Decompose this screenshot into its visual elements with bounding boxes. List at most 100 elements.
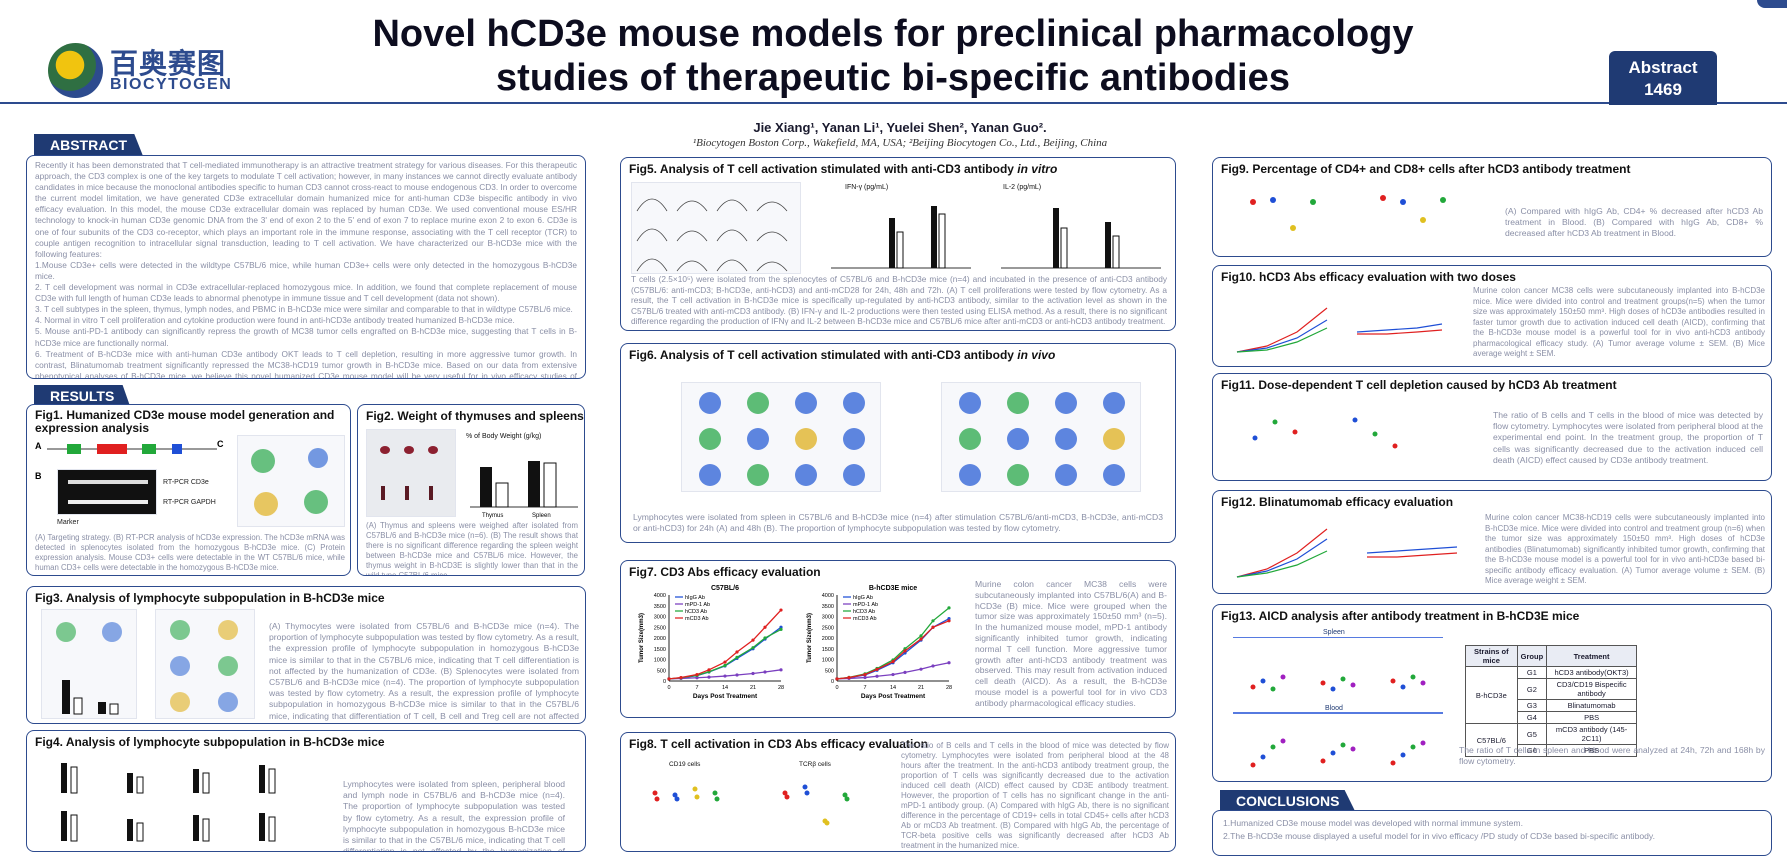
y-tick-label: 1000 — [654, 658, 666, 664]
data-point — [723, 660, 727, 664]
fig5-title-main: Fig5. Analysis of T cell activation stim… — [629, 162, 1018, 176]
fig10-caption: Murine colon cancer MC38 cells were subc… — [1473, 286, 1765, 358]
fig6-panel: Fig6. Analysis of T cell activation stim… — [620, 343, 1176, 543]
results-section-tab: RESULTS — [34, 385, 131, 407]
data-point — [863, 672, 867, 677]
fig11-title: Fig11. Dose-dependent T cell depletion c… — [1221, 378, 1617, 392]
y-tick-label: 2500 — [822, 625, 834, 631]
corner-decoration — [1757, 0, 1787, 8]
fig4-panel: Fig4. Analysis of lymphocyte subpopulati… — [26, 730, 586, 852]
legend-label: mCD3 Ab — [685, 616, 709, 622]
logo-emblem-icon — [48, 43, 103, 98]
fig1-targeting-diagram — [47, 444, 217, 454]
abstract-badge-label: Abstract — [1628, 58, 1698, 77]
data-point — [931, 664, 935, 668]
legend-label: mPD-1 Ab — [685, 602, 710, 608]
fig12-charts — [1236, 528, 1458, 578]
fig5-caption: T cells (2.5×10⁵) were isolated from the… — [631, 274, 1167, 327]
table-cell-strain: C57BL/6 — [1465, 723, 1518, 757]
x-tick-label: 7 — [695, 685, 698, 691]
y-tick-label: 2500 — [654, 625, 666, 631]
gel-label-gapdh: RT-PCR GAPDH — [163, 499, 216, 506]
x-tick-label: 21 — [750, 685, 756, 691]
conclusions-section-tab: CONCLUSIONS — [1220, 790, 1356, 812]
y-tick-label: 3000 — [654, 615, 666, 621]
fig2-bar-chart: Thymus Spleen — [470, 461, 578, 519]
fig6-title: Fig6. Analysis of T cell activation stim… — [629, 348, 1055, 362]
conclusions-panel: 1.Humanized CD3e mouse model was develop… — [1212, 810, 1772, 856]
abstract-point: 1.Mouse CD3e+ cells were detected in the… — [35, 259, 577, 281]
fig1-title: Fig1. Humanized CD3e mouse model generat… — [35, 408, 335, 435]
fig12-caption: Murine colon cancer MC38-hCD19 cells wer… — [1485, 513, 1765, 585]
abstract-paragraph: Recently it has been demonstrated that T… — [35, 160, 577, 259]
conclusion-item: 2.The B-hCD3e mouse displayed a useful m… — [1223, 831, 1655, 841]
table-header-cell: Group — [1516, 645, 1548, 667]
y-axis-label: Tumor Size(mm3) — [639, 613, 645, 663]
fig1-caption: (A) Targeting strategy. (B) RT-PCR analy… — [35, 533, 345, 572]
data-point — [919, 637, 923, 641]
legend-label: hCD3 Ab — [685, 609, 707, 615]
fig3-panel: Fig3. Analysis of lymphocyte subpopulati… — [26, 586, 586, 724]
title-line-1: Novel hCD3e mouse models for preclinical… — [372, 13, 1414, 55]
data-point — [891, 660, 895, 664]
chart-title: C57BL/6 — [711, 585, 739, 592]
x-tick-label: 0 — [835, 685, 838, 691]
x-tick-label: 7 — [863, 685, 866, 691]
x-axis-label: Days Post Treatment — [693, 693, 758, 700]
abstract-panel: Recently it has been demonstrated that T… — [26, 155, 586, 379]
fig13-panel: Fig13. AICD analysis after antibody trea… — [1212, 604, 1772, 782]
x-tick-label: 28 — [946, 685, 952, 691]
data-point — [779, 668, 783, 672]
table-row: C57BL/6 G5 mCD3 antibody (145-2C11) — [1465, 723, 1637, 757]
table-header-row: Strains of mice Group Treatment — [1465, 645, 1637, 667]
title-line-2: studies of therapeutic bi-specific antib… — [496, 57, 1290, 99]
y-tick-label: 4000 — [654, 593, 666, 599]
y-tick-label: 2000 — [654, 636, 666, 642]
table-cell: PBS — [1546, 744, 1637, 757]
data-point — [735, 655, 739, 659]
abstract-badge-number: 1469 — [1644, 80, 1682, 99]
fig12-panel: Fig12. Blinatumomab efficacy evaluation … — [1212, 490, 1772, 594]
fig8-panel: Fig8. T cell activation in CD3 Abs effic… — [620, 732, 1176, 852]
table-cell: hCD3 antibody(OKT3) — [1546, 666, 1637, 679]
gel-label-cd3e: RT-PCR CD3e — [163, 479, 209, 486]
fig12-title: Fig12. Blinatumomab efficacy evaluation — [1221, 495, 1454, 509]
fig7-panel: Fig7. CD3 Abs efficacy evaluation C57BL/… — [620, 560, 1176, 718]
y-tick-label: 500 — [825, 668, 834, 674]
data-point — [707, 675, 711, 679]
fig1-flow-plots — [237, 435, 345, 527]
fig9-scatter-charts — [1250, 195, 1446, 231]
data-point — [751, 638, 755, 642]
chart-title: B-hCD3E mice — [869, 585, 917, 592]
table-cell: mCD3 antibody (145-2C11) — [1546, 723, 1637, 745]
table-header-cell: Treatment — [1546, 645, 1637, 667]
fig2-title: Fig2. Weight of thymuses and spleens — [366, 409, 584, 423]
data-point — [947, 661, 951, 665]
x-tick-label: 0 — [667, 685, 670, 691]
data-point — [763, 636, 767, 640]
x-tick-label: 21 — [918, 685, 924, 691]
abstract-body: Recently it has been demonstrated that T… — [35, 160, 577, 378]
fig13-scatter-charts — [1233, 637, 1443, 768]
fig8-panel-a-title: CD19 cells — [669, 761, 701, 768]
fig7-title: Fig7. CD3 Abs efficacy evaluation — [629, 565, 821, 579]
fig13-spleen-label: Spleen — [1323, 629, 1345, 636]
data-point — [891, 672, 895, 677]
legend-label: hIgG Ab — [853, 595, 873, 601]
fig6-flow-plots-48h — [941, 382, 1141, 492]
fig4-caption: Lymphocytes were isolated from spleen, p… — [343, 779, 565, 852]
poster-title: Novel hCD3e mouse models for preclinical… — [330, 12, 1456, 100]
legend-label: hIgG Ab — [685, 595, 705, 601]
y-tick-label: 2000 — [822, 636, 834, 642]
fig5-elisa-charts — [831, 206, 1161, 269]
table-cell: G2 — [1516, 678, 1548, 700]
fig3-spleen-plots — [155, 609, 255, 719]
fig9-title: Fig9. Percentage of CD4+ and CD8+ cells … — [1221, 162, 1631, 176]
fig9-panel: Fig9. Percentage of CD4+ and CD8+ cells … — [1212, 157, 1772, 257]
table-cell: G3 — [1516, 699, 1548, 712]
fig1-label-a: A — [35, 441, 42, 451]
abstract-point: 2. T cell development was normal in CD3e… — [35, 282, 577, 304]
legend-label: hCD3 Ab — [853, 609, 875, 615]
x-axis-label: Days Post Treatment — [861, 693, 926, 700]
data-point — [735, 673, 739, 677]
